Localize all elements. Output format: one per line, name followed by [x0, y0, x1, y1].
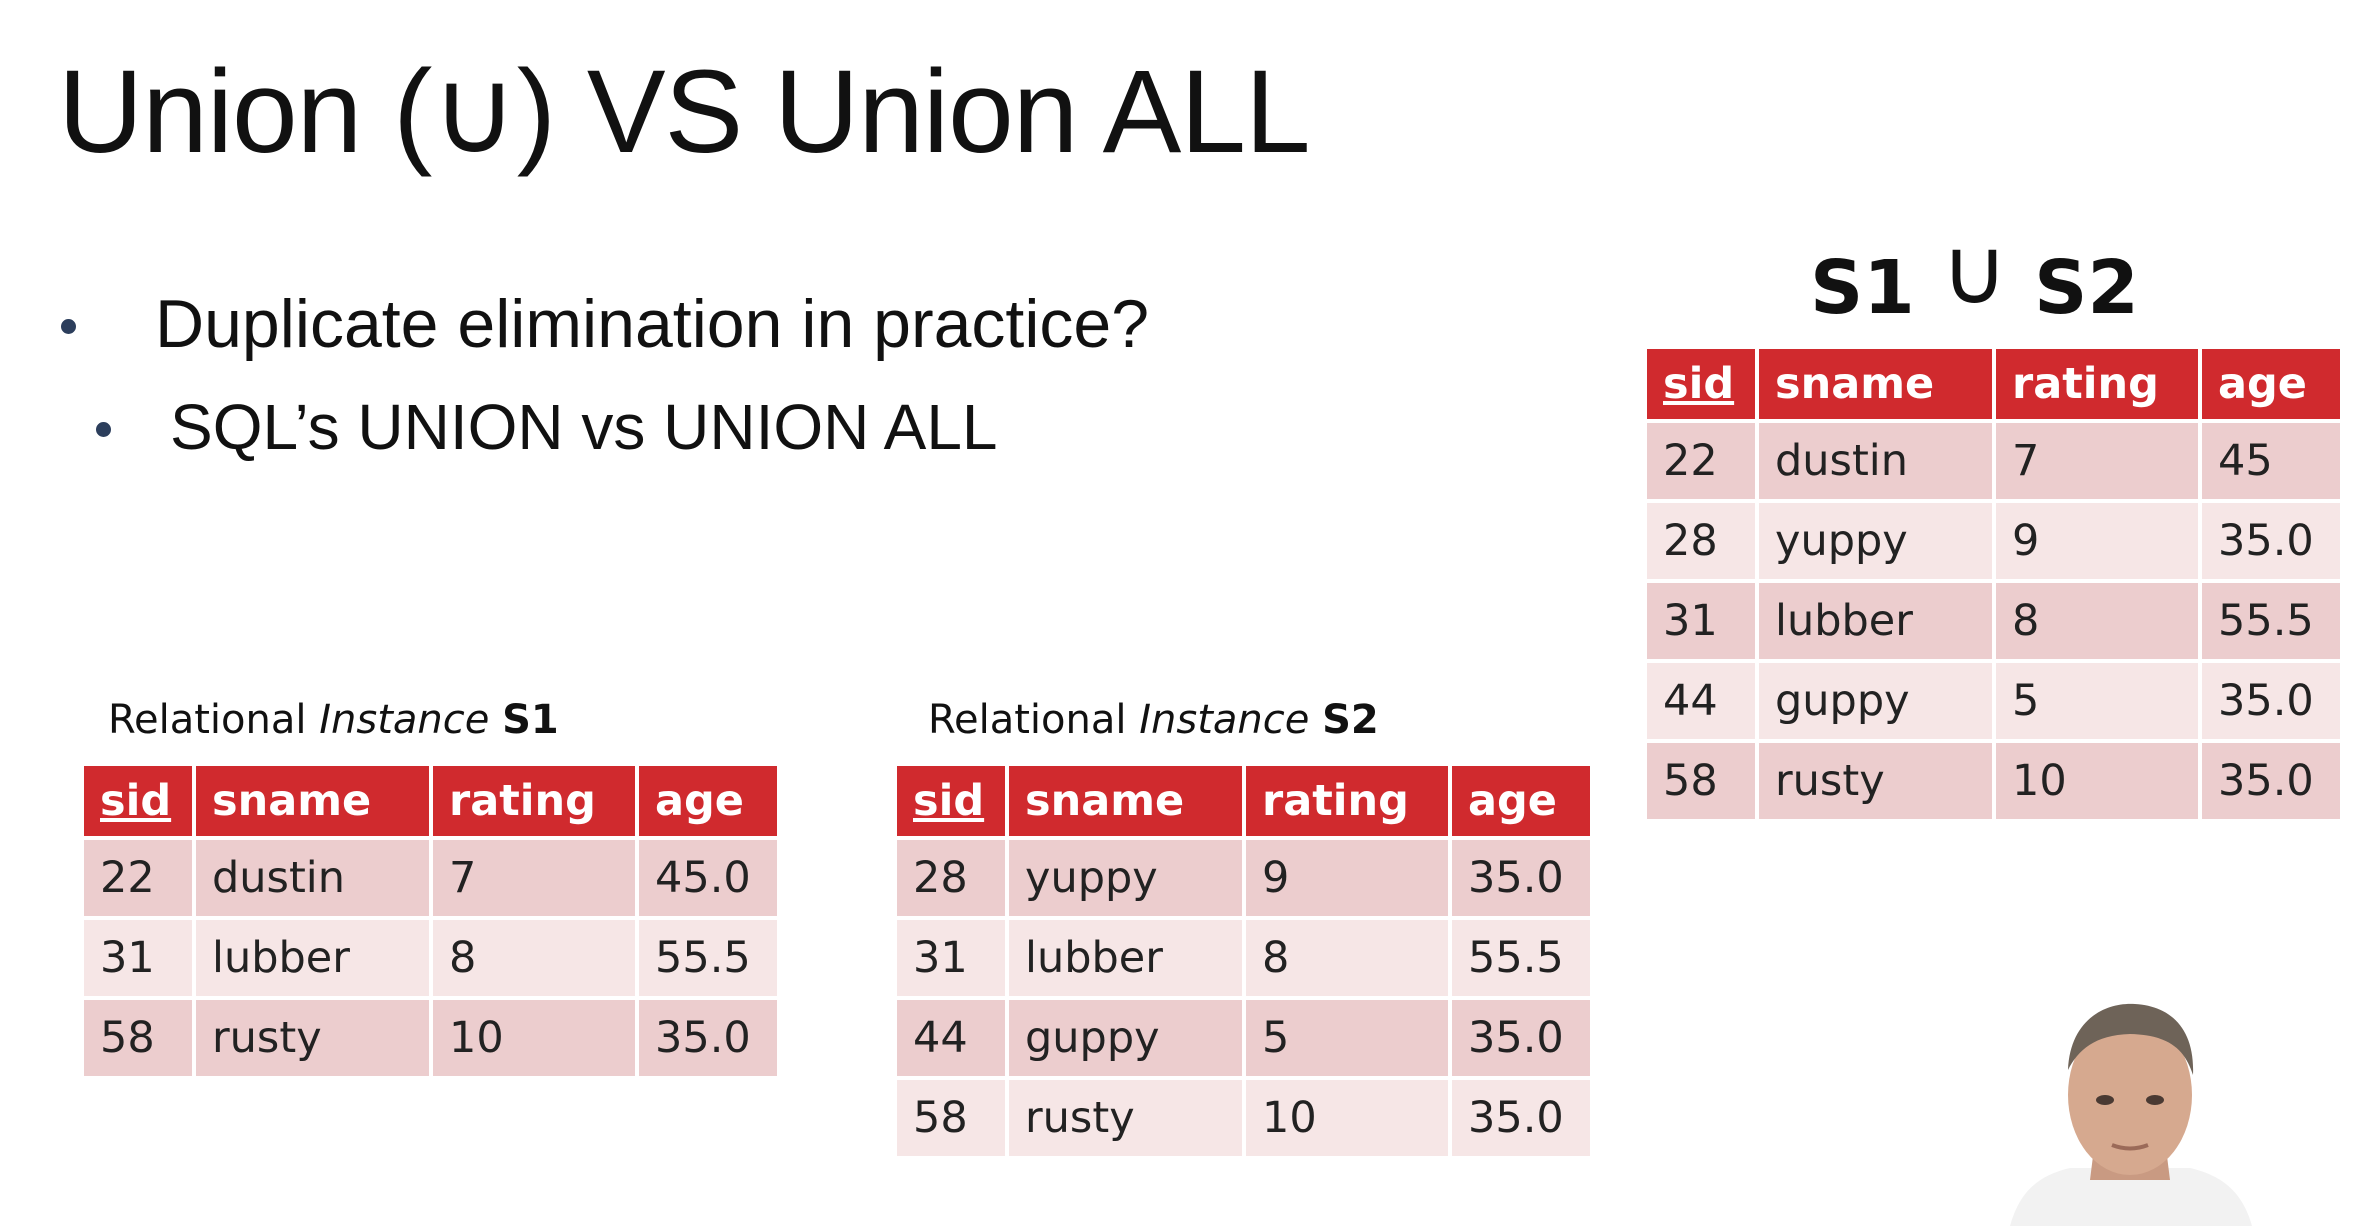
column-header-sid: sid [1647, 349, 1755, 419]
table-row: 31 lubber 8 55.5 [1647, 583, 2340, 659]
table-row: 22 dustin 7 45.0 [84, 840, 777, 916]
table-cell-sname: lubber [1009, 920, 1242, 996]
table-cell-age: 45 [2202, 423, 2340, 499]
table-cell-sid: 28 [897, 840, 1005, 916]
union-left-operand: S1 [1810, 245, 1915, 331]
table-cell-age: 35.0 [2202, 743, 2340, 819]
table-cell-rating: 9 [1996, 503, 2198, 579]
table-cell-age: 35.0 [1452, 840, 1590, 916]
bullet-sql-union: SQL’s UNION vs UNION ALL [96, 390, 998, 464]
table-cell-sid: 31 [84, 920, 192, 996]
column-header-rating: rating [1246, 766, 1448, 836]
column-header-age: age [1452, 766, 1590, 836]
caption-prefix: Relational [928, 697, 1140, 743]
table-cell-sid: 58 [1647, 743, 1755, 819]
column-header-sname: sname [1009, 766, 1242, 836]
table-cell-age: 35.0 [2202, 663, 2340, 739]
table-cell-rating: 10 [1246, 1080, 1448, 1156]
table-cell-age: 35.0 [2202, 503, 2340, 579]
table-cell-sname: dustin [1759, 423, 1992, 499]
union-result-table: sid sname rating age 22 dustin 7 45 28 yuppy 9 35.… [1643, 345, 2344, 823]
table-cell-sid: 22 [84, 840, 192, 916]
union-right-operand: S2 [2034, 245, 2139, 331]
table-cell-sid: 58 [84, 1000, 192, 1076]
caption-relation-name: S2 [1322, 697, 1379, 743]
column-header-rating: rating [1996, 349, 2198, 419]
table-cell-sid: 31 [1647, 583, 1755, 659]
table-cell-rating: 9 [1246, 840, 1448, 916]
table-cell-age: 55.5 [639, 920, 777, 996]
bullet-text: Duplicate elimination in practice? [155, 286, 1150, 362]
table-cell-age: 55.5 [1452, 920, 1590, 996]
table-cell-sname: rusty [1759, 743, 1992, 819]
table-cell-sid: 31 [897, 920, 1005, 996]
table-cell-rating: 8 [433, 920, 635, 996]
table-cell-sname: yuppy [1759, 503, 1992, 579]
table-cell-age: 35.0 [639, 1000, 777, 1076]
table-cell-rating: 8 [1246, 920, 1448, 996]
column-header-age: age [2202, 349, 2340, 419]
table-cell-sid: 44 [1647, 663, 1755, 739]
column-header-sname: sname [196, 766, 429, 836]
table-header-row: sid sname rating age [84, 766, 777, 836]
union-heading: S1 ∪ S2 [1810, 218, 2139, 335]
table-cell-sname: guppy [1009, 1000, 1242, 1076]
table-header-row: sid sname rating age [897, 766, 1590, 836]
bullet-dot-icon [61, 319, 76, 334]
table-cell-rating: 10 [433, 1000, 635, 1076]
column-header-rating: rating [433, 766, 635, 836]
table-cell-sname: rusty [196, 1000, 429, 1076]
table-cell-sid: 44 [897, 1000, 1005, 1076]
slide-title: Union (∪) VS Union ALL [58, 46, 1311, 178]
column-header-sid: sid [897, 766, 1005, 836]
table-cell-rating: 5 [1996, 663, 2198, 739]
table-cell-rating: 8 [1996, 583, 2198, 659]
table-row: 44 guppy 5 35.0 [1647, 663, 2340, 739]
s2-caption: Relational Instance S2 [928, 697, 1379, 743]
table-row: 22 dustin 7 45 [1647, 423, 2340, 499]
table-cell-rating: 5 [1246, 1000, 1448, 1076]
table-cell-sid: 22 [1647, 423, 1755, 499]
table-row: 31 lubber 8 55.5 [897, 920, 1590, 996]
relation-s2-table: sid sname rating age 28 yuppy 9 35.0 31 lubber 8 5… [893, 762, 1594, 1160]
table-row: 28 yuppy 9 35.0 [1647, 503, 2340, 579]
table-cell-age: 45.0 [639, 840, 777, 916]
table-cell-sid: 58 [897, 1080, 1005, 1156]
caption-italic: Instance [319, 697, 490, 743]
table-cell-sname: lubber [1759, 583, 1992, 659]
bullet-duplicate-elimination: Duplicate elimination in practice? [61, 285, 1150, 363]
union-symbol: ∪ [1940, 218, 2009, 325]
bullet-dot-icon [96, 422, 111, 437]
bullet-text: SQL’s UNION vs UNION ALL [170, 391, 998, 463]
table-cell-rating: 10 [1996, 743, 2198, 819]
table-row: 44 guppy 5 35.0 [897, 1000, 1590, 1076]
table-cell-age: 35.0 [1452, 1080, 1590, 1156]
table-row: 58 rusty 10 35.0 [1647, 743, 2340, 819]
table-cell-sname: rusty [1009, 1080, 1242, 1156]
table-cell-sid: 28 [1647, 503, 1755, 579]
table-cell-age: 55.5 [2202, 583, 2340, 659]
table-row: 31 lubber 8 55.5 [84, 920, 777, 996]
table-row: 58 rusty 10 35.0 [84, 1000, 777, 1076]
relation-s1-table: sid sname rating age 22 dustin 7 45.0 31 lubber 8… [80, 762, 781, 1080]
table-cell-sname: guppy [1759, 663, 1992, 739]
table-cell-rating: 7 [433, 840, 635, 916]
caption-prefix: Relational [108, 697, 320, 743]
table-cell-age: 35.0 [1452, 1000, 1590, 1076]
caption-italic: Instance [1139, 697, 1310, 743]
table-row: 28 yuppy 9 35.0 [897, 840, 1590, 916]
column-header-sid: sid [84, 766, 192, 836]
table-cell-sname: yuppy [1009, 840, 1242, 916]
table-cell-sname: dustin [196, 840, 429, 916]
table-cell-rating: 7 [1996, 423, 2198, 499]
column-header-age: age [639, 766, 777, 836]
column-header-sname: sname [1759, 349, 1992, 419]
table-cell-sname: lubber [196, 920, 429, 996]
s1-caption: Relational Instance S1 [108, 697, 559, 743]
table-header-row: sid sname rating age [1647, 349, 2340, 419]
caption-relation-name: S1 [502, 697, 559, 743]
presenter-webcam-icon [2010, 1003, 2252, 1226]
table-row: 58 rusty 10 35.0 [897, 1080, 1590, 1156]
